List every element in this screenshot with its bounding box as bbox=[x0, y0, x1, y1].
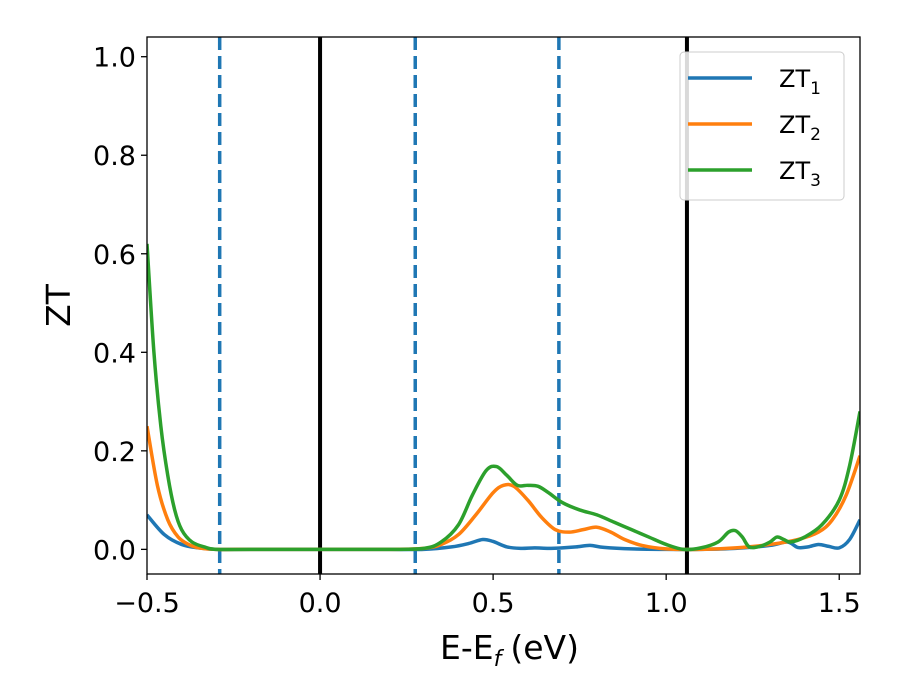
legend-label-2: ZT2 bbox=[779, 111, 821, 145]
x-tick-label: 1.5 bbox=[818, 588, 861, 619]
legend-box bbox=[679, 51, 845, 201]
series-line-2 bbox=[147, 425, 860, 552]
plot-frame bbox=[146, 36, 861, 575]
x-axis-title: E-Ef (eV) bbox=[440, 628, 579, 672]
y-axis-ticks: 0.0 0.2 0.4 0.6 0.8 1.0 bbox=[93, 43, 147, 566]
x-axis-title-unit: (eV) bbox=[510, 628, 579, 667]
legend: ZT1 ZT2 ZT3 bbox=[679, 51, 845, 201]
reference-lines bbox=[217, 37, 689, 574]
x-tick-label: 1.0 bbox=[645, 588, 688, 619]
x-tick-label: 0.5 bbox=[472, 588, 515, 619]
x-tick-label: 0.0 bbox=[299, 588, 342, 619]
x-axis-ticks: −0.5 0.0 0.5 1.0 1.5 bbox=[114, 574, 861, 619]
series-layer bbox=[147, 243, 860, 552]
legend-label-3: ZT3 bbox=[779, 157, 821, 191]
y-tick-label: 0.0 bbox=[93, 535, 136, 566]
y-tick-label: 0.4 bbox=[93, 338, 136, 369]
y-tick-label: 0.6 bbox=[93, 240, 136, 271]
series-line-1 bbox=[147, 513, 860, 552]
x-tick-label: −0.5 bbox=[114, 588, 180, 619]
y-tick-label: 0.2 bbox=[93, 437, 136, 468]
y-tick-label: 0.8 bbox=[93, 141, 136, 172]
legend-label-1: ZT1 bbox=[779, 65, 821, 99]
y-tick-label: 1.0 bbox=[93, 43, 136, 74]
y-axis-title: ZT bbox=[39, 283, 78, 327]
x-axis-title-main: E-E bbox=[440, 628, 494, 667]
x-axis-title-subscript: f bbox=[494, 647, 505, 672]
series-line-3 bbox=[147, 243, 860, 552]
